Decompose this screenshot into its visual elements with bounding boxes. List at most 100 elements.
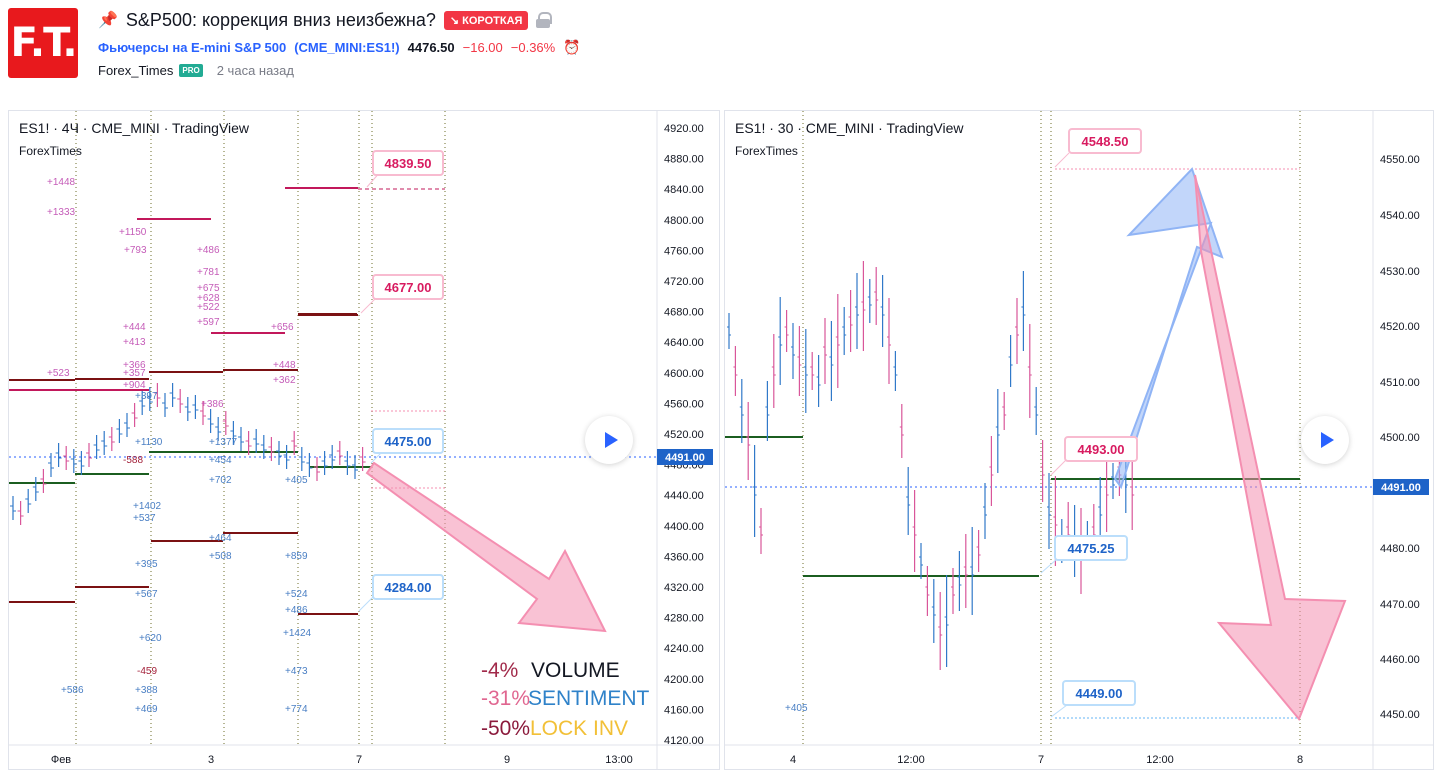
volume-label: +774 xyxy=(285,704,308,715)
lockinv-label: LOCK INV xyxy=(530,717,628,740)
callout-text: 4548.50 xyxy=(1082,134,1129,149)
volume-label: +405 xyxy=(285,475,308,486)
sentiment-label: SENTIMENT xyxy=(528,687,650,710)
price-tick-label: 4880.00 xyxy=(664,154,704,166)
volume-label: +413 xyxy=(123,337,146,348)
volume-label: +366 xyxy=(123,360,146,371)
price-tick-label: 4470.00 xyxy=(1380,599,1420,611)
volume-label: +362 xyxy=(273,375,296,386)
volume-labels: +1448 +1333 +1150 +793 +486 +781 +675+628+522 +… xyxy=(47,177,312,715)
price-tick-label: 4200.00 xyxy=(664,674,704,686)
time-tick-label: 12:00 xyxy=(1146,754,1174,766)
volume-label: +448 xyxy=(273,360,296,371)
volume-label: -459 xyxy=(137,666,157,677)
lockinv-pct: -50% xyxy=(481,717,530,740)
price-tick-label: 4240.00 xyxy=(664,643,704,655)
author-logo[interactable]: F.T. xyxy=(8,8,78,78)
price-tick-label: 4500.00 xyxy=(1380,432,1420,444)
volume-label: +675 xyxy=(197,283,220,294)
chart-watermark: ForexTimes xyxy=(19,144,82,158)
chart-4h-canvas: 4839.50 4677.00 4475.00 4284.00 +1448 +13… xyxy=(9,111,719,769)
forecast-down-arrow xyxy=(1194,174,1347,721)
time-tick-label: 4 xyxy=(790,754,796,766)
session-dividers xyxy=(802,111,1301,745)
time-tick-label: 7 xyxy=(1038,754,1044,766)
price-tick-label: 4920.00 xyxy=(664,123,704,135)
callout-4284: 4284.00 xyxy=(358,574,444,612)
sentiment-pct: -31% xyxy=(481,687,530,710)
volume-label: -588 xyxy=(123,455,143,466)
current-price-tag xyxy=(657,449,713,465)
volume-label: +388 xyxy=(135,685,158,696)
idea-header: F.T. 📌 S&P500: коррекция вниз неизбежна?… xyxy=(0,0,1439,100)
title-row: 📌 S&P500: коррекция вниз неизбежна? ↘ КО… xyxy=(98,8,553,32)
time-tick-label: 13:00 xyxy=(605,754,633,766)
volume-label: +524 xyxy=(285,589,308,600)
volume-label: +597 xyxy=(197,317,220,328)
price-tick-label: 4440.00 xyxy=(664,490,704,502)
volume-label: +537 xyxy=(133,513,156,524)
price-tick-label: 4520.00 xyxy=(1380,321,1420,333)
price-tick-label: 4320.00 xyxy=(664,582,704,594)
volume-label: +444 xyxy=(123,322,146,333)
price-tick-label: 4360.00 xyxy=(664,551,704,563)
time-tick-label: 8 xyxy=(1297,754,1303,766)
alarm-clock-icon[interactable]: ⏰ xyxy=(563,38,581,55)
volume-label: +904 xyxy=(123,380,146,391)
play-button[interactable] xyxy=(1301,416,1349,464)
price-tick-label: 4560.00 xyxy=(664,398,704,410)
forecast-down-arrow xyxy=(365,461,607,633)
time-axis[interactable]: 4 12:00 7 12:00 8 xyxy=(790,754,1303,766)
play-button[interactable] xyxy=(585,416,633,464)
price-bars xyxy=(727,261,1135,670)
volume-label: +486 xyxy=(285,605,308,616)
volume-label: +486 xyxy=(197,245,220,256)
callout-4839: 4839.50 xyxy=(366,150,444,188)
chart-30m-canvas: 4548.50 4493.00 4475.25 4449.00 +405 455… xyxy=(725,111,1433,769)
volume-label: +405 xyxy=(785,703,808,714)
callout-4493: 4493.00 xyxy=(1050,436,1138,476)
symbol-name-link[interactable]: Фьючерсы на E-mini S&P 500 xyxy=(98,39,287,55)
price-tick-label: 4600.00 xyxy=(664,368,704,380)
chart-4h[interactable]: 4839.50 4677.00 4475.00 4284.00 +1448 +13… xyxy=(8,110,720,770)
volume-label: +1333 xyxy=(47,207,76,218)
current-price-text: 4491.00 xyxy=(665,452,705,464)
volume-label: VOLUME xyxy=(531,659,620,682)
chart-30m[interactable]: 4548.50 4493.00 4475.25 4449.00 +405 455… xyxy=(724,110,1434,770)
callout-4677: 4677.00 xyxy=(360,274,444,314)
time-tick-label: 3 xyxy=(208,754,214,766)
price-tick-label: 4760.00 xyxy=(664,245,704,257)
volume-label: +1448 xyxy=(47,177,76,188)
price-tick-label: 4800.00 xyxy=(664,215,704,227)
chart-watermark: ForexTimes xyxy=(735,144,798,158)
volume-label: +586 xyxy=(61,685,84,696)
level-lines xyxy=(725,436,1300,577)
price-tick-label: 4540.00 xyxy=(1380,210,1420,222)
author-link[interactable]: Forex_Times xyxy=(98,62,174,78)
short-badge: ↘ КОРОТКАЯ xyxy=(443,10,529,30)
symbol-code-link[interactable]: (CME_MINI:ES1!) xyxy=(294,39,400,55)
session-dividers xyxy=(75,111,446,745)
callout-4475: 4475.00 xyxy=(370,428,444,464)
level-lines xyxy=(9,187,371,615)
volume-label: +1377 xyxy=(209,437,238,448)
chart-legend: ES1! · 30 · CME_MINI · TradingView xyxy=(735,120,964,136)
time-axis[interactable]: Фев 3 7 9 13:00 xyxy=(51,754,633,766)
price-tick-label: 4530.00 xyxy=(1380,266,1420,278)
callout-text: 4839.50 xyxy=(385,156,432,171)
chart-legend: ES1! · 4Ч · CME_MINI · TradingView xyxy=(19,120,250,136)
volume-label: +1424 xyxy=(283,628,312,639)
price-axis[interactable]: 4550.00 4540.00 4530.00 4520.00 4510.00 4500.… xyxy=(1380,154,1420,721)
callout-4548: 4548.50 xyxy=(1054,128,1142,168)
price-tick-label: 4720.00 xyxy=(664,276,704,288)
volume-pct: -4% xyxy=(481,659,518,682)
volume-label: +454 xyxy=(209,455,232,466)
volume-label: +793 xyxy=(124,245,147,256)
current-price-text: 4491.00 xyxy=(1381,482,1421,494)
price-axis[interactable]: 4920.00 4880.00 4840.00 4800.00 4760.00 4720.… xyxy=(664,123,704,747)
price-tick-label: 4520.00 xyxy=(664,429,704,441)
idea-title: S&P500: коррекция вниз неизбежна? xyxy=(125,9,436,30)
author-row: Forex_Times PRO 2 часа назад xyxy=(98,61,294,79)
volume-label: +1402 xyxy=(133,501,162,512)
price-tick-label: 4550.00 xyxy=(1380,154,1420,166)
